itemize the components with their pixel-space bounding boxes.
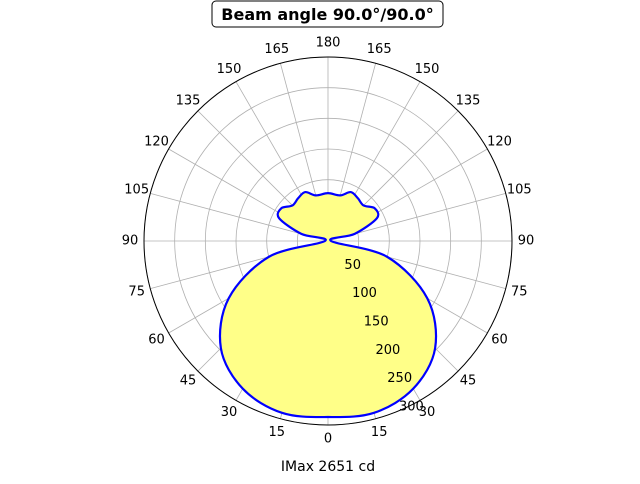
radial-tick-label: 150	[364, 315, 389, 330]
angle-tick-label: 165	[264, 42, 289, 57]
angle-tick-label: 75	[511, 285, 528, 300]
angle-tick-label: 180	[316, 36, 341, 51]
x-axis-label: IMax 2651 cd	[281, 459, 375, 475]
angle-tick-label: 0	[324, 432, 332, 447]
data-layer	[218, 190, 438, 419]
angle-tick-label: 75	[128, 285, 145, 300]
angle-tick-label: 60	[491, 333, 508, 348]
radial-tick-labels: 50 100 150 200 250 300	[344, 258, 423, 415]
radial-tick-label: 300	[399, 400, 424, 415]
angle-tick-label: 135	[176, 94, 201, 109]
chart-title-box	[211, 0, 444, 28]
angle-tick-label: 45	[180, 374, 197, 389]
angle-tick-label: 120	[487, 135, 512, 150]
angle-tick-label: 45	[460, 374, 477, 389]
angle-tick-label: 120	[144, 135, 169, 150]
angle-tick-label: 15	[371, 425, 388, 440]
angle-tick-label: 165	[367, 42, 392, 57]
radial-tick-label: 50	[344, 258, 361, 273]
chart-title-text: Beam angle 90.0°/90.0°	[221, 5, 433, 24]
intensity-fill	[219, 192, 437, 418]
radial-tick-label: 100	[352, 286, 377, 301]
angle-tick-label: 150	[217, 62, 242, 77]
angle-tick-labels: 0 15 30 45 60 75 90 105 120 135 150 165 180 165 150 135…	[122, 36, 535, 447]
intensity-curve	[218, 190, 438, 419]
angle-tick-label: 30	[221, 405, 238, 420]
angle-tick-label: 90	[518, 234, 535, 249]
angle-tick-label: 105	[124, 182, 149, 197]
angle-tick-label: 90	[122, 234, 139, 249]
angle-tick-label: 30	[419, 405, 436, 420]
angle-tick-label: 105	[507, 182, 532, 197]
radial-tick-label: 250	[387, 371, 412, 386]
angle-tick-label: 15	[269, 425, 286, 440]
angle-tick-label: 60	[148, 333, 165, 348]
radial-tick-label: 200	[375, 343, 400, 358]
angle-tick-label: 135	[456, 94, 481, 109]
polar-outline	[143, 56, 513, 426]
angle-tick-label: 150	[415, 62, 440, 77]
chart-title: Beam angle 90.0°/90.0°	[211, 0, 444, 28]
